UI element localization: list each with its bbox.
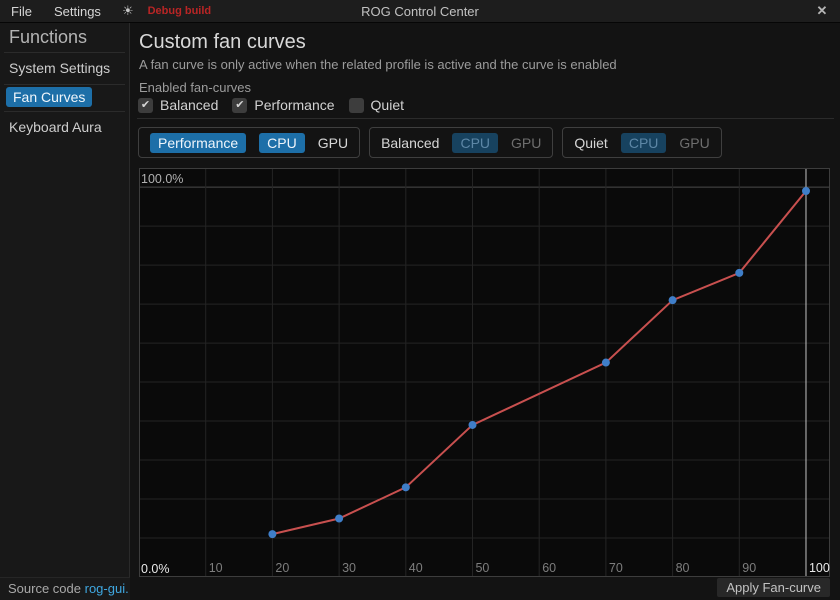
close-icon[interactable]: ✕ [816, 3, 828, 18]
tab-balanced-gpu[interactable]: GPU [511, 134, 542, 151]
sidebar-separator [4, 111, 125, 112]
svg-text:90: 90 [742, 561, 756, 575]
rog-gui-link[interactable]: rog-gui. [84, 581, 129, 596]
page-subtitle: A fan curve is only active when the rela… [139, 57, 617, 72]
sidebar-item-fan-curves[interactable]: Fan Curves [6, 87, 93, 107]
svg-text:60: 60 [542, 561, 556, 575]
tab-performance-cpu[interactable]: CPU [259, 132, 305, 153]
checkbox-quiet[interactable]: Quiet [348, 97, 405, 113]
sidebar-header: Functions [9, 27, 88, 47]
tab-quiet-cpu[interactable]: CPU [620, 132, 667, 153]
sidebar-item-keyboard-aura[interactable]: Keyboard Aura [9, 119, 102, 135]
svg-text:80: 80 [676, 561, 690, 575]
checkbox-balanced-label: Balanced [160, 97, 219, 113]
svg-text:40: 40 [409, 561, 423, 575]
fan-curve-chart[interactable]: 10 20 30 40 50 60 70 80 90 100 100.0% 0.0% [139, 168, 830, 577]
menu-file[interactable]: File [11, 3, 32, 19]
checkbox-performance-label: Performance [254, 97, 335, 113]
sidebar-item-system-settings[interactable]: System Settings [9, 60, 111, 76]
fan-curve-selector-row: Performance CPU GPU Balanced CPU GPU Qui… [138, 127, 722, 158]
sidebar-separator [4, 52, 125, 53]
fan-group-balanced: Balanced CPU GPU [369, 127, 554, 158]
checkbox-balanced[interactable]: ✔ Balanced [138, 97, 218, 113]
checkbox-balanced-box[interactable]: ✔ [138, 97, 153, 113]
page-title: Custom fan curves [139, 31, 306, 53]
enabled-checkbox-row: ✔ Balanced ✔ Performance Quiet [138, 97, 404, 113]
tab-balanced-cpu[interactable]: CPU [452, 132, 499, 153]
svg-text:100: 100 [809, 561, 830, 575]
svg-text:0.0%: 0.0% [141, 562, 170, 576]
checkbox-quiet-label: Quiet [370, 97, 405, 113]
svg-text:10: 10 [209, 561, 223, 575]
fan-group-quiet: Quiet CPU GPU [562, 127, 722, 158]
svg-text:100.0%: 100.0% [141, 172, 183, 186]
checkbox-quiet-box[interactable] [348, 97, 364, 113]
source-code-text: Source code rog-gui. [8, 581, 129, 596]
main-panel: Custom fan curves A fan curve is only ac… [131, 23, 840, 600]
apply-fan-curve-button[interactable]: Apply Fan-curve [717, 578, 830, 597]
theme-toggle-sun-icon[interactable]: ☀ [121, 3, 134, 18]
debug-build-label: Debug build [147, 5, 212, 17]
tab-quiet-gpu[interactable]: GPU [679, 134, 710, 151]
svg-text:70: 70 [609, 561, 623, 575]
tab-performance-gpu[interactable]: GPU [317, 134, 349, 151]
tab-profile-quiet[interactable]: Quiet [574, 134, 608, 151]
checkbox-performance[interactable]: ✔ Performance [232, 97, 335, 113]
sidebar: Functions System Settings Fan Curves Key… [0, 23, 130, 600]
footer-strip: Source code rog-gui. [0, 577, 130, 600]
svg-text:30: 30 [342, 561, 356, 575]
separator [137, 118, 834, 119]
source-code-label: Source code [8, 581, 81, 596]
fan-group-performance: Performance CPU GPU [138, 127, 361, 158]
tab-profile-performance[interactable]: Performance [150, 132, 247, 153]
svg-text:50: 50 [475, 561, 489, 575]
menu-settings[interactable]: Settings [53, 3, 101, 19]
titlebar: File Settings ☀ Debug build ROG Control … [0, 0, 840, 23]
svg-text:20: 20 [275, 561, 289, 575]
enabled-fan-curves-heading: Enabled fan-curves [139, 80, 252, 95]
checkbox-performance-box[interactable]: ✔ [232, 97, 248, 113]
tab-profile-balanced[interactable]: Balanced [381, 134, 440, 151]
sidebar-separator [4, 84, 125, 85]
